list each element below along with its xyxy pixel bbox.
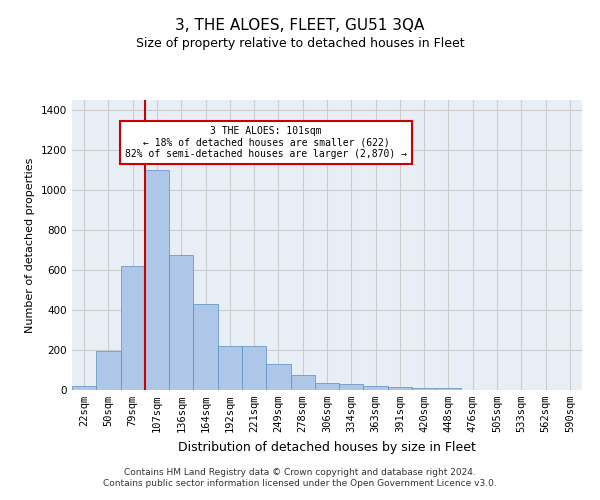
Text: 3, THE ALOES, FLEET, GU51 3QA: 3, THE ALOES, FLEET, GU51 3QA: [175, 18, 425, 32]
Bar: [315, 383, 339, 390]
Y-axis label: Number of detached properties: Number of detached properties: [25, 158, 35, 332]
Bar: [412, 388, 436, 390]
Bar: [290, 375, 315, 390]
Bar: [72, 386, 96, 390]
Bar: [96, 351, 121, 390]
Text: 3 THE ALOES: 101sqm
← 18% of detached houses are smaller (622)
82% of semi-detac: 3 THE ALOES: 101sqm ← 18% of detached ho…: [125, 126, 407, 159]
Bar: [218, 346, 242, 390]
Bar: [339, 384, 364, 390]
Bar: [121, 266, 145, 390]
Bar: [364, 386, 388, 390]
Bar: [436, 388, 461, 390]
Bar: [388, 387, 412, 390]
Bar: [266, 364, 290, 390]
Bar: [145, 170, 169, 390]
Text: Size of property relative to detached houses in Fleet: Size of property relative to detached ho…: [136, 38, 464, 51]
Text: Contains HM Land Registry data © Crown copyright and database right 2024.
Contai: Contains HM Land Registry data © Crown c…: [103, 468, 497, 487]
Bar: [242, 346, 266, 390]
X-axis label: Distribution of detached houses by size in Fleet: Distribution of detached houses by size …: [178, 440, 476, 454]
Bar: [169, 255, 193, 390]
Bar: [193, 304, 218, 390]
